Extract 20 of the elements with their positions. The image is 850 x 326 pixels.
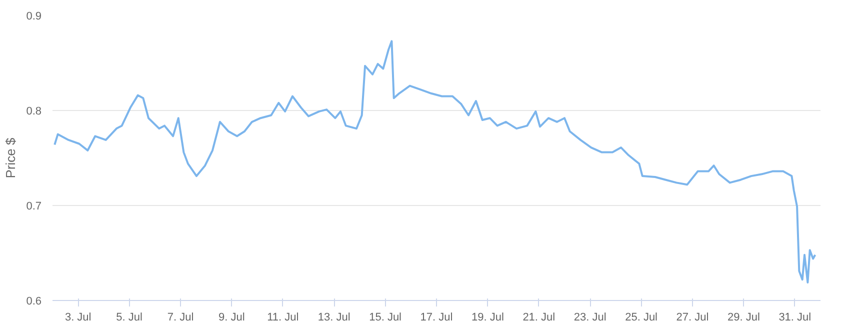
- y-tick-label: 0.8: [26, 106, 42, 118]
- x-tick-label: 9. Jul: [218, 312, 245, 324]
- x-tick-label: 23. Jul: [574, 312, 606, 324]
- y-tick-label: 0.6: [26, 296, 42, 308]
- y-tick-label: 0.7: [26, 200, 42, 212]
- x-tick-label: 21. Jul: [522, 312, 556, 324]
- x-tick-label: 19. Jul: [471, 312, 504, 324]
- x-tick-label: 27. Jul: [676, 312, 709, 324]
- x-tick-label: 5. Jul: [116, 312, 142, 324]
- x-tick-label: 25. Jul: [625, 312, 658, 324]
- x-tick-label: 3. Jul: [64, 312, 92, 324]
- x-tick-label: 29. Jul: [727, 312, 760, 324]
- x-tick-label: 17. Jul: [420, 312, 453, 324]
- x-tick-label: 31. Jul: [778, 312, 812, 324]
- x-tick-label: 15. Jul: [369, 312, 402, 324]
- x-tick-label: 7. Jul: [167, 312, 194, 324]
- x-tick-label: 11. Jul: [267, 312, 299, 324]
- x-tick-label: 13. Jul: [318, 312, 350, 324]
- y-tick-label: 0.9: [26, 10, 42, 22]
- y-axis-title: Price $: [3, 137, 18, 178]
